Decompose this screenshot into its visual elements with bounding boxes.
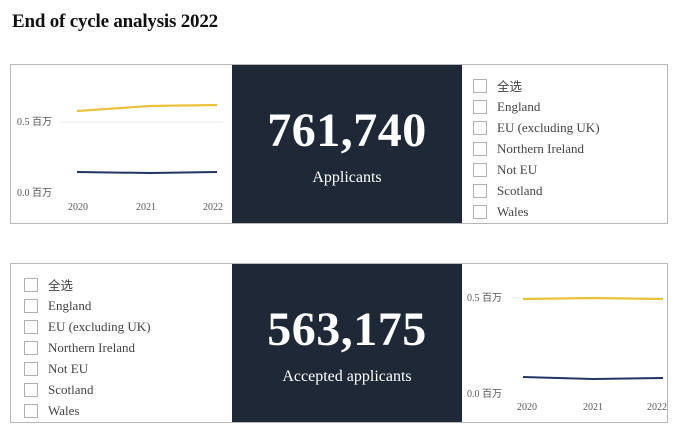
filter-option-not-eu[interactable]: Not EU (24, 358, 231, 379)
x-tick-label: 2020 (517, 402, 537, 413)
filter-option-wales[interactable]: Wales (24, 400, 231, 421)
y-tick-label: 0.5 百万 (17, 116, 52, 128)
y-tick-label: 0.0 百万 (17, 187, 52, 199)
filter-option-wales[interactable]: Wales (473, 201, 668, 222)
checkbox[interactable] (24, 319, 38, 334)
checkbox[interactable] (24, 340, 38, 355)
x-tick-label: 2021 (583, 402, 603, 413)
filter-option-not-eu[interactable]: Not EU (473, 159, 668, 180)
filter-option-england[interactable]: England (473, 96, 668, 117)
filter-option-select-all[interactable]: 全选 (473, 75, 668, 96)
x-tick-label: 2020 (68, 202, 88, 213)
checkbox[interactable] (473, 204, 487, 219)
filter-option-eu[interactable]: EU (excluding UK) (24, 316, 231, 337)
checkbox[interactable] (24, 277, 38, 292)
accepted-trend-chart[interactable]: 0.5 百万 0.0 百万 2020 2021 2022 (463, 264, 668, 422)
y-tick-label: 0.5 百万 (467, 292, 502, 304)
applicants-count: 761,740 (267, 104, 427, 157)
accepted-panel: 全选 England EU (excluding UK) Northern Ir… (10, 263, 668, 423)
applicants-domicile-filter: 全选 England EU (excluding UK) Northern Ir… (463, 65, 668, 222)
x-tick-label: 2022 (203, 202, 223, 213)
checkbox[interactable] (473, 78, 487, 93)
checkbox[interactable] (473, 162, 487, 177)
checkbox[interactable] (24, 403, 38, 418)
applicants-kpi-card: 761,740 Applicants (232, 65, 462, 223)
checkbox[interactable] (473, 183, 487, 198)
checkbox[interactable] (24, 361, 38, 376)
filter-option-northern-ireland[interactable]: Northern Ireland (473, 138, 668, 159)
checkbox[interactable] (24, 298, 38, 313)
filter-option-england[interactable]: England (24, 295, 231, 316)
series-line-top[interactable] (76, 103, 218, 113)
page-title: End of cycle analysis 2022 (12, 11, 218, 32)
filter-option-eu[interactable]: EU (excluding UK) (473, 117, 668, 138)
y-tick-label: 0.0 百万 (467, 388, 502, 400)
accepted-count: 563,175 (267, 303, 427, 356)
x-tick-label: 2022 (647, 402, 667, 413)
applicants-label: Applicants (312, 169, 382, 186)
accepted-label: Accepted applicants (282, 368, 412, 385)
filter-option-northern-ireland[interactable]: Northern Ireland (24, 337, 231, 358)
checkbox[interactable] (473, 141, 487, 156)
x-tick-label: 2021 (136, 202, 156, 213)
accepted-kpi-card: 563,175 Accepted applicants (232, 264, 462, 422)
filter-option-scotland[interactable]: Scotland (24, 379, 231, 400)
series-line-bottom[interactable] (522, 376, 664, 381)
checkbox[interactable] (473, 99, 487, 114)
series-line-bottom[interactable] (76, 171, 218, 175)
accepted-domicile-filter: 全选 England EU (excluding UK) Northern Ir… (11, 264, 231, 421)
checkbox[interactable] (24, 382, 38, 397)
filter-option-scotland[interactable]: Scotland (473, 180, 668, 201)
applicants-trend-chart[interactable]: 0.5 百万 0.0 百万 2020 2021 2022 (11, 65, 231, 223)
applicants-panel: 0.5 百万 0.0 百万 2020 2021 2022 761,740 App… (10, 64, 668, 224)
checkbox[interactable] (473, 120, 487, 135)
series-line-top[interactable] (522, 296, 664, 301)
filter-option-select-all[interactable]: 全选 (24, 274, 231, 295)
